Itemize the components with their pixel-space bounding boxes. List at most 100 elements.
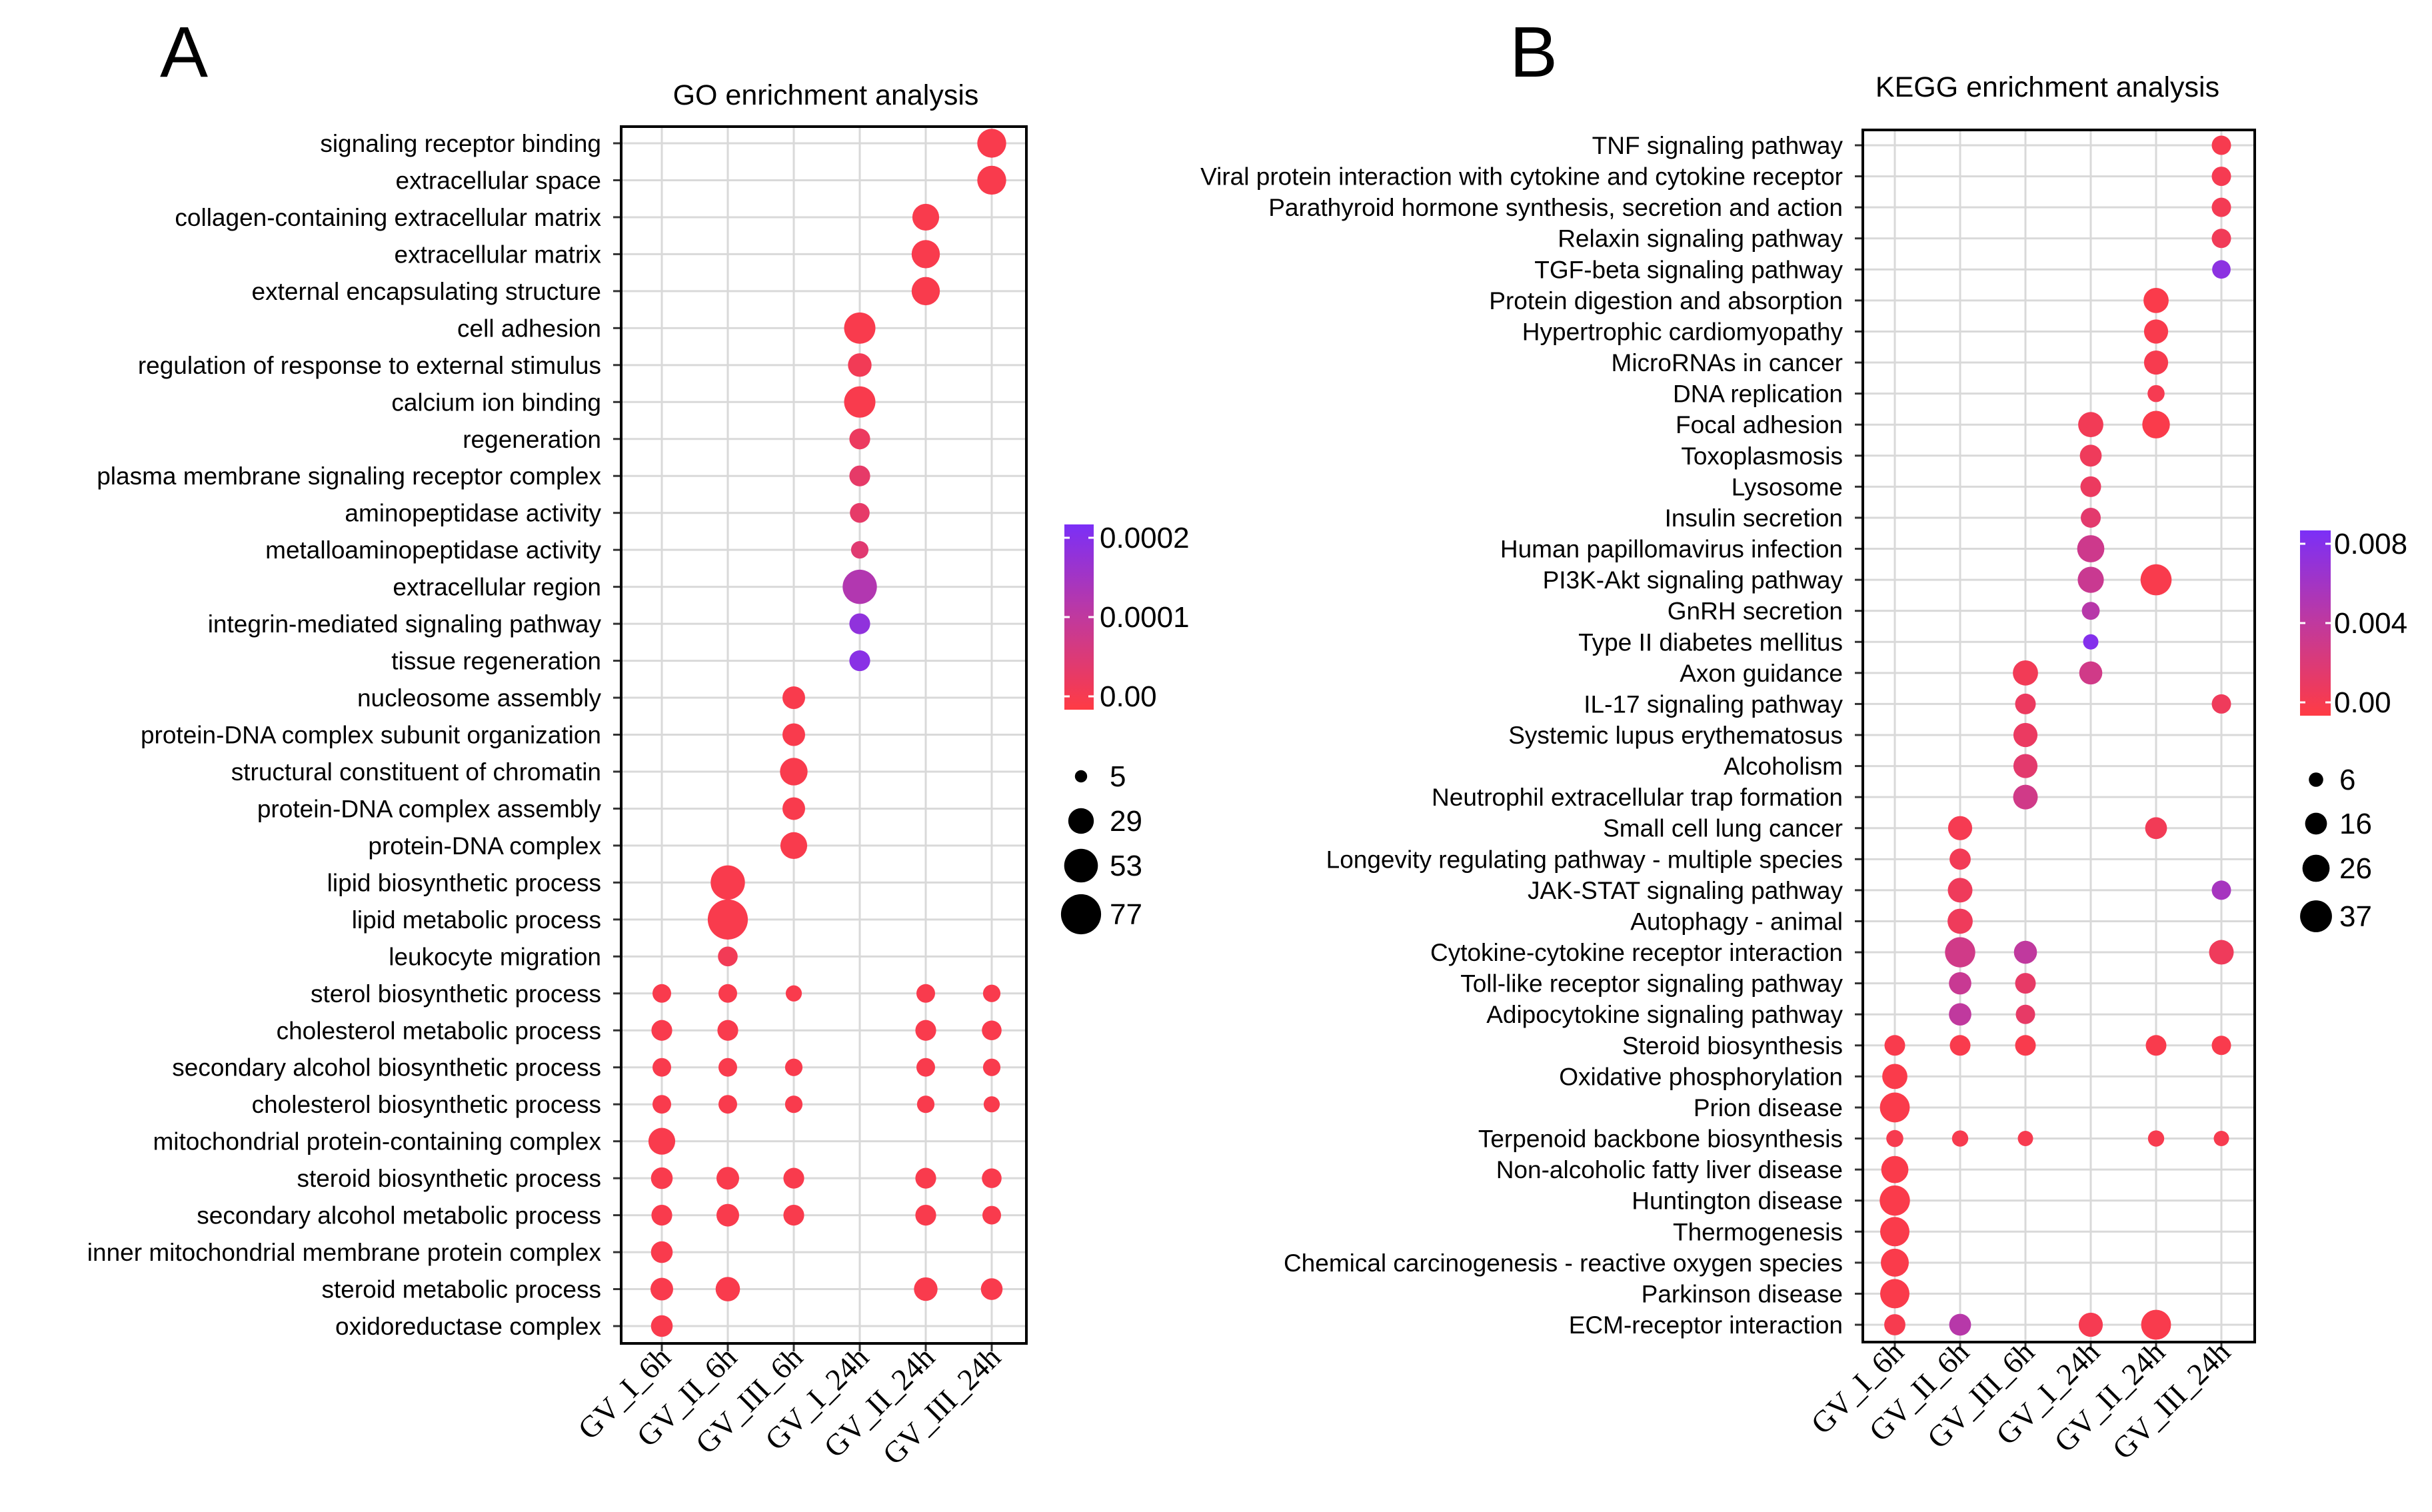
point-neutrophil-extracellular-trap-formation-gv-iii-6h bbox=[2013, 784, 2038, 810]
point-steroid-biosynthesis-gv-iii-24h bbox=[2211, 1036, 2231, 1056]
term-label-secondary-alcohol-metabolic-process: secondary alcohol metabolic process bbox=[197, 1202, 601, 1229]
point-cytokine-cytokine-receptor-interaction-gv-ii-6h bbox=[1945, 937, 1975, 968]
point-cholesterol-metabolic-process-gv-iii-24h bbox=[982, 1020, 1002, 1041]
size-legend-dot bbox=[1074, 770, 1088, 783]
point-steroid-metabolic-process-gv-ii-24h bbox=[914, 1277, 938, 1301]
term-label-small-cell-lung-cancer: Small cell lung cancer bbox=[1603, 815, 1843, 842]
term-label-structural-constituent-of-chromatin: structural constituent of chromatin bbox=[231, 758, 601, 786]
term-label-cholesterol-metabolic-process: cholesterol metabolic process bbox=[277, 1017, 601, 1044]
size-legend-label: 16 bbox=[2339, 808, 2372, 840]
point-ecm-receptor-interaction-gv-ii-24h bbox=[2141, 1309, 2171, 1340]
term-label-prion-disease: Prion disease bbox=[1694, 1094, 1843, 1122]
term-label-steroid-biosynthetic-process: steroid biosynthetic process bbox=[297, 1165, 601, 1192]
point-plasma-membrane-signaling-receptor-complex-gv-i-24h bbox=[849, 465, 870, 486]
term-label-protein-dna-complex-assembly: protein-DNA complex assembly bbox=[257, 795, 602, 822]
point-structural-constituent-of-chromatin-gv-iii-6h bbox=[780, 758, 808, 786]
size-legend-label: 6 bbox=[2339, 764, 2355, 796]
point-jak-stat-signaling-pathway-gv-ii-6h bbox=[1947, 878, 1973, 903]
point-sterol-biosynthetic-process-gv-ii-6h bbox=[718, 984, 737, 1003]
point-regeneration-gv-i-24h bbox=[849, 428, 870, 450]
term-label-hypertrophic-cardiomyopathy: Hypertrophic cardiomyopathy bbox=[1522, 318, 1843, 345]
term-label-focal-adhesion: Focal adhesion bbox=[1676, 411, 1843, 438]
point-sterol-biosynthetic-process-gv-i-6h bbox=[652, 984, 671, 1003]
point-metalloaminopeptidase-activity-gv-i-24h bbox=[850, 541, 869, 559]
chart-title: GO enrichment analysis bbox=[673, 79, 979, 111]
size-legend-dot bbox=[2305, 812, 2327, 835]
point-terpenoid-backbone-biosynthesis-gv-iii-24h bbox=[2213, 1131, 2229, 1147]
term-label-axon-guidance: Axon guidance bbox=[1680, 660, 1843, 687]
term-label-adipocytokine-signaling-pathway: Adipocytokine signaling pathway bbox=[1486, 1001, 1843, 1028]
point-longevity-regulating-pathway-multiple-species-gv-ii-6h bbox=[1949, 848, 1971, 870]
point-extracellular-region-gv-i-24h bbox=[842, 569, 877, 604]
point-lysosome-gv-i-24h bbox=[2080, 476, 2101, 497]
point-lipid-biosynthetic-process-gv-ii-6h bbox=[710, 865, 745, 900]
color-legend-label: 0.00 bbox=[1100, 680, 1157, 713]
point-secondary-alcohol-biosynthetic-process-gv-ii-6h bbox=[718, 1058, 737, 1077]
point-dna-replication-gv-ii-24h bbox=[2147, 384, 2165, 402]
color-legend-label: 0.00 bbox=[2334, 686, 2391, 719]
term-label-neutrophil-extracellular-trap-formation: Neutrophil extracellular trap formation bbox=[1432, 784, 1843, 811]
point-secondary-alcohol-metabolic-process-gv-ii-24h bbox=[915, 1204, 936, 1226]
size-legend-label: 77 bbox=[1110, 898, 1142, 931]
panel-b-label: B bbox=[1510, 11, 1558, 92]
point-secondary-alcohol-metabolic-process-gv-ii-6h bbox=[716, 1203, 739, 1227]
term-label-toll-like-receptor-signaling-pathway: Toll-like receptor signaling pathway bbox=[1460, 970, 1843, 998]
term-label-inner-mitochondrial-membrane-protein-complex: inner mitochondrial membrane protein com… bbox=[87, 1239, 602, 1266]
point-tnf-signaling-pathway-gv-iii-24h bbox=[2211, 135, 2231, 155]
point-steroid-biosynthesis-gv-ii-24h bbox=[2145, 1035, 2167, 1056]
plot-frame bbox=[1861, 129, 2256, 1343]
point-secondary-alcohol-metabolic-process-gv-iii-24h bbox=[982, 1205, 1001, 1225]
point-cholesterol-biosynthetic-process-gv-i-6h bbox=[652, 1095, 671, 1114]
point-signaling-receptor-binding-gv-iii-24h bbox=[977, 129, 1006, 158]
term-label-huntington-disease: Huntington disease bbox=[1632, 1187, 1843, 1215]
point-steroid-biosynthetic-process-gv-ii-6h bbox=[716, 1167, 739, 1190]
point-terpenoid-backbone-biosynthesis-gv-ii-6h bbox=[1951, 1130, 1969, 1147]
point-terpenoid-backbone-biosynthesis-gv-iii-6h bbox=[2017, 1131, 2033, 1147]
x-axis-labels: GV_I_6hGV_II_6hGV_III_6hGV_I_24hGV_II_24… bbox=[571, 1340, 1007, 1471]
point-cholesterol-metabolic-process-gv-ii-6h bbox=[717, 1020, 738, 1041]
point-ecm-receptor-interaction-gv-i-24h bbox=[2078, 1312, 2103, 1337]
size-legend-dot bbox=[2300, 900, 2332, 932]
point-parathyroid-hormone-synthesis-secretion-and-action-gv-iii-24h bbox=[2211, 197, 2231, 217]
point-cholesterol-biosynthetic-process-gv-ii-24h bbox=[916, 1096, 935, 1114]
term-label-leukocyte-migration: leukocyte migration bbox=[389, 943, 601, 970]
data-points bbox=[1879, 135, 2234, 1340]
term-label-terpenoid-backbone-biosynthesis: Terpenoid backbone biosynthesis bbox=[1478, 1126, 1843, 1153]
term-label-lipid-biosynthetic-process: lipid biosynthetic process bbox=[327, 869, 601, 896]
term-label-autophagy-animal: Autophagy - animal bbox=[1630, 908, 1843, 935]
point-cholesterol-metabolic-process-gv-i-6h bbox=[651, 1020, 672, 1041]
point-calcium-ion-binding-gv-i-24h bbox=[844, 386, 876, 418]
point-axon-guidance-gv-iii-6h bbox=[2013, 660, 2038, 686]
size-legend-label: 37 bbox=[2339, 900, 2372, 933]
point-steroid-biosynthetic-process-gv-i-6h bbox=[650, 1167, 673, 1189]
point-terpenoid-backbone-biosynthesis-gv-ii-24h bbox=[2147, 1130, 2165, 1147]
term-label-lysosome: Lysosome bbox=[1732, 473, 1843, 500]
term-label-collagen-containing-extracellular-matrix: collagen-containing extracellular matrix bbox=[175, 204, 601, 231]
point-relaxin-signaling-pathway-gv-iii-24h bbox=[2211, 229, 2231, 249]
point-gnrh-secretion-gv-i-24h bbox=[2081, 602, 2100, 620]
point-mitochondrial-protein-containing-complex-gv-i-6h bbox=[648, 1128, 676, 1155]
point-steroid-biosynthesis-gv-i-6h bbox=[1884, 1035, 1905, 1056]
point-il-17-signaling-pathway-gv-iii-6h bbox=[2015, 693, 2036, 714]
point-oxidative-phosphorylation-gv-i-6h bbox=[1882, 1064, 1907, 1090]
term-label-metalloaminopeptidase-activity: metalloaminopeptidase activity bbox=[265, 536, 601, 564]
point-steroid-biosynthetic-process-gv-iii-6h bbox=[783, 1167, 804, 1189]
point-steroid-biosynthetic-process-gv-ii-24h bbox=[915, 1167, 936, 1189]
term-label-oxidoreductase-complex: oxidoreductase complex bbox=[335, 1313, 601, 1340]
term-label-extracellular-region: extracellular region bbox=[393, 574, 601, 601]
term-label-insulin-secretion: Insulin secretion bbox=[1665, 504, 1843, 532]
term-label-protein-dna-complex: protein-DNA complex bbox=[368, 832, 601, 860]
x-axis-labels: GV_I_6hGV_II_6hGV_III_6hGV_I_24hGV_II_24… bbox=[1804, 1335, 2237, 1466]
point-hypertrophic-cardiomyopathy-gv-ii-24h bbox=[2143, 319, 2169, 344]
point-cytokine-cytokine-receptor-interaction-gv-iii-6h bbox=[2013, 940, 2037, 964]
color-legend: 0.0002 0.0001 0.00 bbox=[1064, 522, 1190, 713]
point-thermogenesis-gv-i-6h bbox=[1880, 1217, 1909, 1247]
term-label-jak-stat-signaling-pathway: JAK-STAT signaling pathway bbox=[1528, 877, 1843, 904]
term-label-mitochondrial-protein-containing-complex: mitochondrial protein-containing complex bbox=[153, 1128, 601, 1155]
size-legend-dot bbox=[2309, 772, 2323, 787]
term-label-tissue-regeneration: tissue regeneration bbox=[391, 648, 601, 675]
term-label-cholesterol-biosynthetic-process: cholesterol biosynthetic process bbox=[252, 1091, 601, 1118]
point-insulin-secretion-gv-i-24h bbox=[2081, 507, 2101, 528]
gridlines bbox=[1863, 130, 2255, 1342]
